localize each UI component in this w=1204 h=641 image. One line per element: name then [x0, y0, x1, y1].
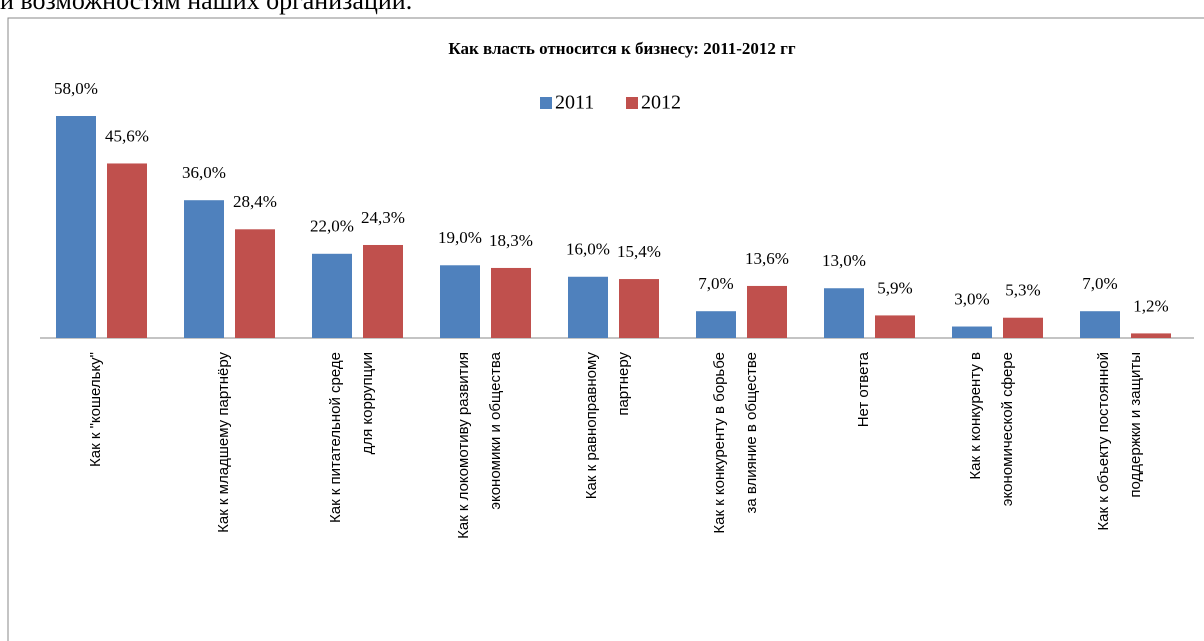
x-tick-label: Как к конкуренту в борьбе за влияние в об…: [711, 352, 760, 534]
bar: [235, 229, 275, 338]
bar: [312, 253, 352, 338]
data-label: 28,4%: [233, 192, 277, 211]
data-label: 18,3%: [489, 231, 533, 250]
data-label: 19,0%: [438, 228, 482, 247]
x-tick-label: Как к локомотиву развития экономики и общ…: [455, 351, 504, 539]
x-tick-label: Как к младшему партнёру: [215, 352, 232, 533]
data-label: 16,0%: [566, 240, 610, 259]
data-label: 13,0%: [822, 251, 866, 270]
data-label: 45,6%: [105, 126, 149, 145]
x-tick-label: Как к "кошельку": [87, 352, 104, 467]
data-label: 58,0%: [54, 79, 98, 98]
bar: [1003, 317, 1043, 338]
legend-label: 2011: [555, 92, 594, 114]
caption: и возможностям наших организаций.: [0, 0, 412, 15]
bar: [619, 279, 659, 338]
legend-swatch: [626, 97, 638, 109]
data-label: 3,0%: [954, 289, 989, 308]
bar: [184, 200, 224, 338]
legend-swatch: [540, 97, 552, 109]
bar: [440, 265, 480, 338]
bar: [696, 311, 736, 338]
bar: [747, 285, 787, 338]
bar: [1080, 311, 1120, 338]
data-label: 24,3%: [361, 208, 405, 227]
bar: [107, 163, 147, 338]
data-label: 5,9%: [877, 278, 912, 297]
bar: [875, 315, 915, 338]
data-label: 22,0%: [310, 217, 354, 236]
x-tick-label: Как к объекту постоянной поддержки и защи…: [1095, 352, 1144, 531]
data-label: 1,2%: [1133, 296, 1168, 315]
x-tick-label: Как к питательной среде для коррупции: [327, 352, 376, 523]
legend-label: 2012: [641, 92, 681, 114]
data-label: 7,0%: [1082, 274, 1117, 293]
bar: [491, 267, 531, 338]
bar: [952, 326, 992, 338]
data-label: 13,6%: [745, 249, 789, 268]
bar: [56, 116, 96, 338]
bar: [363, 244, 403, 338]
x-tick-label: Как к равноправному партнеру: [583, 352, 632, 500]
bar: [824, 288, 864, 338]
data-label: 5,3%: [1005, 281, 1040, 300]
x-tick-label: Как к конкуренту в экономической сфере: [967, 352, 1016, 506]
bar: [1131, 333, 1171, 338]
bar: [568, 276, 608, 338]
data-label: 15,4%: [617, 242, 661, 261]
chart-title: Как власть относится к бизнесу: 2011-201…: [448, 39, 796, 58]
x-tick-label: Нет ответа: [855, 351, 872, 427]
data-label: 36,0%: [182, 163, 226, 182]
data-label: 7,0%: [698, 274, 733, 293]
